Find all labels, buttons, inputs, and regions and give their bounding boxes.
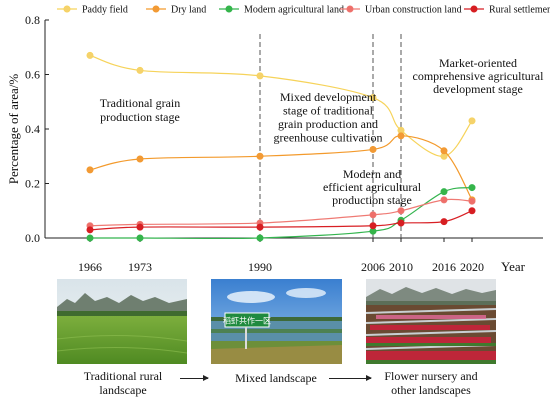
data-point-rural-settlements [136, 223, 144, 231]
stage-annotation-line: Market-oriented [439, 56, 517, 70]
data-point-modern-agricultural-land [86, 234, 94, 242]
legend-label: Rural settlements [489, 5, 550, 16]
data-point-paddy-field [86, 51, 94, 59]
data-point-paddy-field [369, 94, 377, 102]
y-tick-label: 0.4 [25, 122, 40, 136]
legend-marker [63, 5, 71, 13]
photo-sign-text: 稻虾共作一区 [223, 316, 271, 326]
caption-traditional-rural-landscape: Traditional rural landscape [64, 369, 182, 397]
caption-line: landscape [99, 383, 147, 397]
data-point-paddy-field [256, 72, 264, 80]
stage-annotation-line: efficient agricultural [323, 180, 422, 194]
data-point-dry-land [256, 152, 264, 160]
data-point-paddy-field [136, 66, 144, 74]
data-point-rural-settlements [440, 218, 448, 226]
data-point-rural-settlements [256, 223, 264, 231]
x-tick-label: 2010 [389, 260, 413, 274]
data-point-modern-agricultural-land [440, 188, 448, 196]
legend-label: Paddy field [82, 5, 128, 16]
x-tick-label: 2016 [432, 260, 456, 274]
caption-line: other landscapes [391, 383, 471, 397]
legend-marker [346, 5, 354, 13]
arrow-right-icon [329, 375, 372, 381]
data-point-urban-construction-land [369, 211, 377, 219]
legend-marker [152, 5, 160, 13]
x-tick-label: 2020 [460, 260, 484, 274]
data-point-urban-construction-land [440, 196, 448, 204]
y-tick-label: 0.8 [25, 13, 40, 27]
data-point-urban-construction-land [397, 207, 405, 215]
data-point-modern-agricultural-land [468, 184, 476, 192]
photo-flower-nursery [366, 279, 496, 364]
stage-annotation-line: greenhouse cultivation [274, 131, 383, 145]
stage-annotation-line: comprehensive agricultural [413, 69, 545, 83]
data-point-dry-land [369, 145, 377, 153]
caption-mixed-landscape: Mixed landscape [221, 371, 331, 385]
legend: Paddy field Dry land Modern agricultural l… [57, 5, 550, 16]
x-tick-label: 1973 [128, 260, 152, 274]
data-point-rural-settlements [397, 219, 405, 227]
stage-annotation-line: grain production and [278, 117, 378, 131]
series-line-modern-agricultural-land [89, 186, 473, 240]
photo-mixed-landscape: 稻虾共作一区 [211, 279, 342, 364]
data-point-paddy-field [468, 117, 476, 125]
x-axis-title: Year [501, 259, 526, 274]
y-tick-label: 0.0 [25, 231, 40, 245]
legend-label: Modern agricultural land [244, 5, 344, 16]
stage-annotation-line: Modern and [343, 167, 401, 181]
series-line-rural-settlements [89, 210, 473, 231]
data-point-urban-construction-land [468, 197, 476, 205]
legend-marker [470, 5, 478, 13]
data-point-rural-settlements [86, 226, 94, 234]
series-layer [86, 51, 476, 242]
legend-marker [225, 5, 233, 13]
photo-traditional-rural-landscape [57, 279, 187, 364]
data-point-dry-land [397, 132, 405, 140]
series-line-urban-construction-land [89, 198, 473, 227]
stage-annotation-line: Mixed development [280, 90, 377, 104]
stage-dividers [259, 34, 402, 238]
caption-flower-nursery: Flower nursery and other landscapes [370, 369, 492, 397]
data-point-dry-land [86, 166, 94, 174]
data-point-dry-land [440, 147, 448, 155]
arrow-right-icon [180, 375, 209, 381]
data-point-rural-settlements [369, 222, 377, 230]
legend-label: Dry land [171, 5, 206, 16]
caption-line: Traditional rural [83, 369, 163, 383]
data-point-modern-agricultural-land [136, 234, 144, 242]
x-tick-label: 2006 [361, 260, 385, 274]
y-tick-label: 0.2 [25, 177, 40, 191]
data-point-modern-agricultural-land [256, 234, 264, 242]
data-point-dry-land [136, 155, 144, 163]
x-tick-label: 1966 [78, 260, 102, 274]
data-point-rural-settlements [468, 207, 476, 215]
y-tick-label: 0.6 [25, 68, 40, 82]
stage-annotation-line: stage of traditional [283, 104, 374, 118]
stage-annotation-line: Traditional grain [100, 96, 181, 110]
stage-annotation-line: production stage [100, 110, 180, 124]
stage-annotation-line: development stage [433, 82, 523, 96]
x-tick-label: 1990 [248, 260, 272, 274]
y-axis-title: Percentage of area/% [6, 74, 21, 185]
caption-line: Mixed landscape [235, 371, 317, 385]
legend-label: Urban construction land [365, 5, 462, 16]
stage-annotation-line: production stage [332, 193, 412, 207]
caption-line: Flower nursery and [384, 369, 478, 383]
